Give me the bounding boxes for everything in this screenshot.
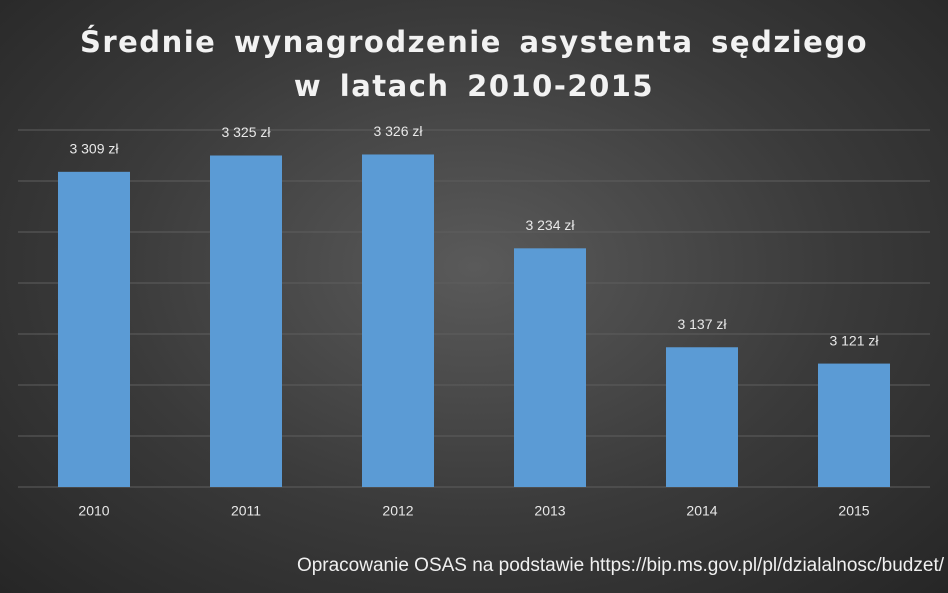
bar [210, 155, 282, 487]
bar [362, 154, 434, 488]
value-label: 3 309 zł [69, 141, 119, 157]
value-label: 3 121 zł [829, 332, 879, 348]
x-tick-label: 2015 [838, 503, 869, 519]
bar [666, 347, 738, 487]
x-tick-label: 2010 [78, 503, 109, 519]
x-tick-label: 2013 [534, 503, 565, 519]
x-tick-label: 2011 [231, 503, 261, 519]
bar [514, 248, 586, 487]
bar [58, 171, 130, 487]
value-label: 3 325 zł [221, 124, 271, 140]
bar [818, 363, 890, 487]
x-tick-label: 2012 [382, 503, 413, 519]
value-label: 3 234 zł [525, 217, 575, 233]
chart-title: Średnie wynagrodzenie asystenta sędziego… [79, 25, 869, 103]
value-label: 3 326 zł [373, 123, 423, 139]
value-label: 3 137 zł [677, 316, 727, 332]
source-note: Opracowanie OSAS na podstawie https://bi… [297, 555, 945, 576]
x-tick-label: 2014 [686, 503, 717, 519]
